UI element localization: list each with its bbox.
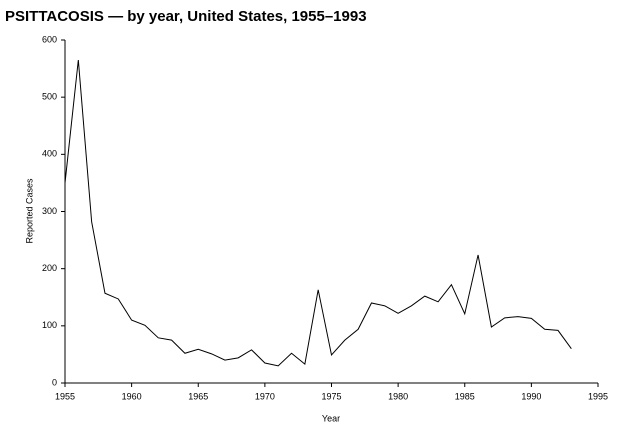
- x-tick-label: 1995: [588, 391, 608, 401]
- y-tick-label: 600: [42, 34, 57, 44]
- x-tick-label: 1985: [455, 391, 475, 401]
- y-tick-label: 400: [42, 149, 57, 159]
- chart-title: PSITTACOSIS — by year, United States, 19…: [5, 8, 367, 25]
- x-tick-label: 1965: [188, 391, 208, 401]
- x-tick-label: 1960: [122, 391, 142, 401]
- x-axis-label: Year: [322, 413, 340, 423]
- data-line: [64, 59, 572, 367]
- x-tick-label: 1970: [255, 391, 275, 401]
- y-axis-label: Reported Cases: [24, 178, 34, 244]
- y-tick-label: 300: [42, 206, 57, 216]
- x-tick-label: 1955: [55, 391, 75, 401]
- y-tick-label: 500: [42, 92, 57, 102]
- y-tick-label: 200: [42, 263, 57, 273]
- x-tick-label: 1980: [388, 391, 408, 401]
- y-tick-label: 0: [52, 377, 57, 387]
- x-tick-label: 1975: [321, 391, 341, 401]
- y-tick-label: 100: [42, 320, 57, 330]
- x-tick-label: 1990: [521, 391, 541, 401]
